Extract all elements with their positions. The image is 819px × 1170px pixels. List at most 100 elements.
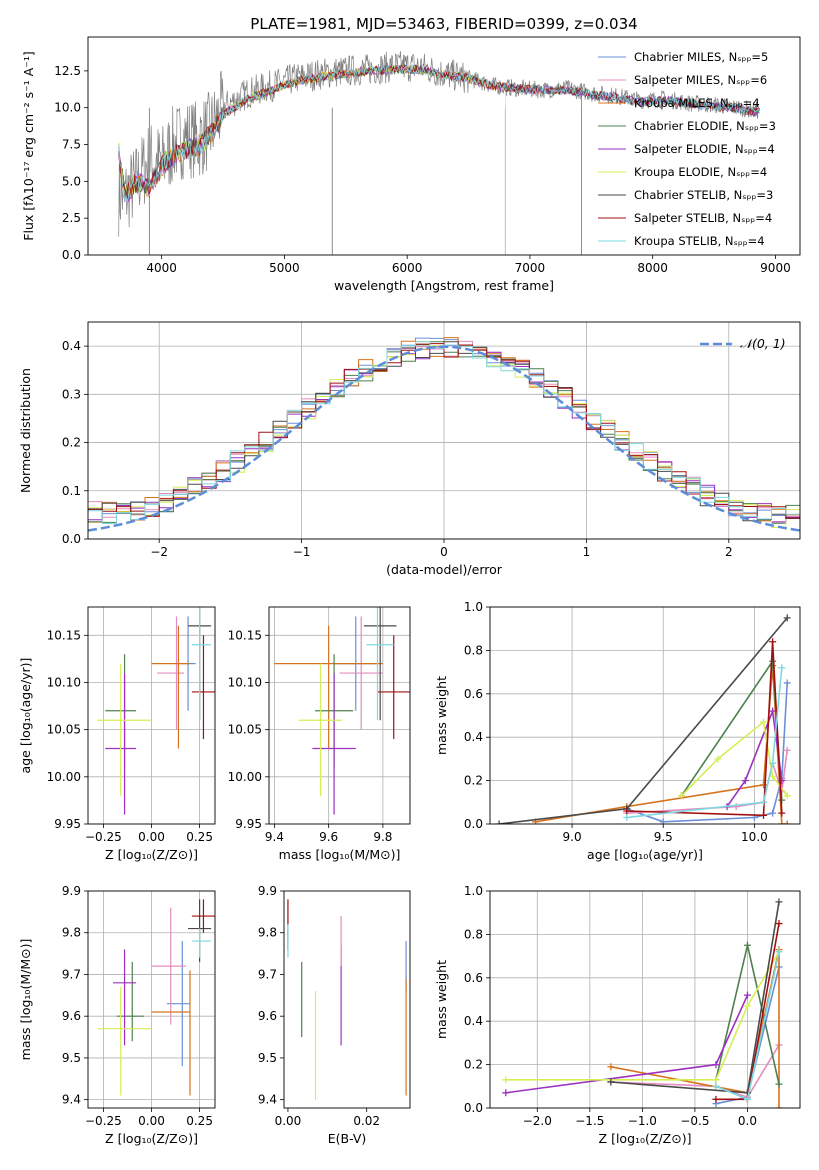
y-tick-label: 9.9 (62, 884, 81, 898)
x-tick-label: 0.00 (138, 830, 165, 844)
x-tick-label: 8000 (637, 261, 668, 275)
x-axis-label: Z [log₁₀(Z/Z⊙)] (599, 1131, 692, 1146)
legend-label: 𝒩(0, 1) (740, 336, 786, 351)
legend-label: Chabrier STELIB, Nₛₚₚ=3 (634, 188, 773, 202)
weight-point-marker (732, 803, 740, 811)
x-tick-label: 1 (583, 545, 591, 559)
weight-point-marker (760, 718, 768, 726)
x-tick-label: 10.0 (741, 830, 768, 844)
weight-series-line (535, 665, 788, 824)
weight-point-marker (775, 1080, 783, 1088)
weight-point-marker (769, 638, 777, 646)
y-axis-label: mass [log₁₀(M/M⊙)] (18, 939, 33, 1061)
weight-point-marker (775, 1104, 783, 1108)
x-tick-label: −0.5 (680, 1114, 709, 1128)
y-axis-label: mass weight (434, 676, 449, 755)
plot-area (274, 607, 410, 815)
y-tick-label: 9.7 (258, 967, 277, 981)
axes-frame (489, 606, 801, 825)
gaussian-curve (88, 345, 800, 532)
y-tick-label: 12.5 (54, 64, 81, 78)
y-tick-label: 9.95 (54, 817, 81, 831)
axes-frame (87, 606, 216, 825)
weight-point-marker (775, 898, 783, 906)
x-tick-label: −1 (293, 545, 311, 559)
plot-area (97, 899, 215, 1096)
weight-point-marker (677, 792, 685, 800)
weight-point-marker (769, 657, 777, 665)
weight-point-marker (712, 1076, 720, 1084)
weight-point-marker (769, 759, 777, 767)
y-tick-label: 1.0 (464, 600, 483, 614)
plot-area (97, 607, 215, 815)
weight-series-line (505, 994, 749, 1094)
x-tick-label: −1.0 (628, 1114, 657, 1128)
y-tick-label: 0.0 (62, 532, 81, 546)
legend-label: Kroupa ELODIE, Nₛₚₚ=4 (634, 165, 767, 179)
y-tick-label: 9.4 (258, 1093, 277, 1107)
weight-point-marker (623, 813, 631, 821)
y-tick-label: 0.2 (62, 436, 81, 450)
weight-point-marker (714, 755, 722, 763)
axes-frame (283, 890, 411, 1109)
chart-age-vs-z: −0.25 0.00 0.25 9.95 10.00 10.05 10.10 10.15 Z [… (18, 606, 216, 862)
y-axis-label: mass weight (434, 960, 449, 1039)
x-tick-label: 7000 (515, 261, 546, 275)
weight-point-marker (741, 777, 749, 785)
y-axis-label: Normed distribution (18, 368, 33, 493)
x-tick-label: 4000 (146, 261, 177, 275)
model-spectrum-line (118, 63, 760, 199)
y-tick-label: 10.00 (228, 770, 262, 784)
y-tick-label: 9.6 (62, 1009, 81, 1023)
y-tick-label: 9.95 (235, 817, 262, 831)
x-tick-label: 5000 (269, 261, 300, 275)
weight-point-marker (783, 746, 791, 754)
axes-frame (489, 890, 801, 1109)
axes-frame (87, 321, 801, 540)
y-tick-label: 9.9 (258, 884, 277, 898)
x-tick-label: 0.00 (138, 1114, 165, 1128)
legend-label: Kroupa MILES, Nₛₚₚ=4 (634, 96, 760, 110)
x-tick-label: −2.0 (523, 1114, 552, 1128)
legend-label: Kroupa STELIB, Nₛₚₚ=4 (634, 234, 765, 248)
y-tick-label: 0.6 (464, 971, 483, 985)
y-tick-label: 10.15 (228, 628, 262, 642)
weight-point-marker (760, 811, 768, 819)
y-axis-label: age [log₁₀(age/yr)] (18, 658, 33, 774)
chart-spectrum: 4000 5000 6000 7000 8000 9000 0.0 2.5 5.0 7.5 10.0… (21, 15, 801, 293)
y-tick-label: 9.8 (258, 926, 277, 940)
x-tick-label: 9.4 (265, 830, 284, 844)
x-tick-label: 0.0 (738, 1114, 757, 1128)
weight-point-marker (712, 1095, 720, 1103)
y-tick-label: 0.2 (464, 1058, 483, 1072)
y-axis-label: Flux [fλ10⁻¹⁷ erg cm⁻² s⁻¹ A⁻¹] (21, 51, 36, 240)
legend-label: Chabrier MILES, Nₛₚₚ=5 (634, 50, 768, 64)
weight-series-line (726, 708, 783, 808)
x-axis-label: (data-model)/error (386, 562, 503, 577)
y-tick-label: 0.0 (62, 248, 81, 262)
y-tick-label: 0.4 (62, 339, 81, 353)
weight-point-marker (502, 1089, 510, 1097)
x-axis-label: E(B-V) (328, 1131, 367, 1146)
weight-point-marker (495, 820, 503, 824)
plot-area (495, 614, 791, 824)
legend: Chabrier MILES, Nₛₚₚ=5 Salpeter MILES, Nₛ… (598, 50, 776, 248)
weight-point-marker (775, 920, 783, 928)
weight-point-marker (778, 664, 786, 672)
weight-point-marker (769, 809, 777, 817)
y-tick-label: 7.5 (62, 138, 81, 152)
weight-point-marker (783, 820, 791, 824)
legend-label: Chabrier ELODIE, Nₛₚₚ=3 (634, 119, 776, 133)
legend-label: Salpeter STELIB, Nₛₚₚ=4 (634, 211, 772, 225)
weight-point-marker (775, 948, 783, 956)
x-tick-label: −2 (150, 545, 168, 559)
weight-series-line (626, 667, 783, 819)
x-tick-label: 0.00 (275, 1114, 302, 1128)
x-axis-label: mass [log₁₀(M/M⊙)] (279, 847, 401, 862)
chart-weight-vs-age: 9.0 9.5 10.0 0.0 0.2 0.4 0.6 0.8 1.0 age [log₁₀(a… (434, 600, 801, 862)
plot-area (118, 51, 760, 255)
chart-title: PLATE=1981, MJD=53463, FIBERID=0399, z=0… (250, 15, 637, 33)
y-tick-label: 0.3 (62, 387, 81, 401)
y-tick-label: 9.5 (62, 1051, 81, 1065)
legend-label: Salpeter MILES, Nₛₚₚ=6 (634, 73, 767, 87)
